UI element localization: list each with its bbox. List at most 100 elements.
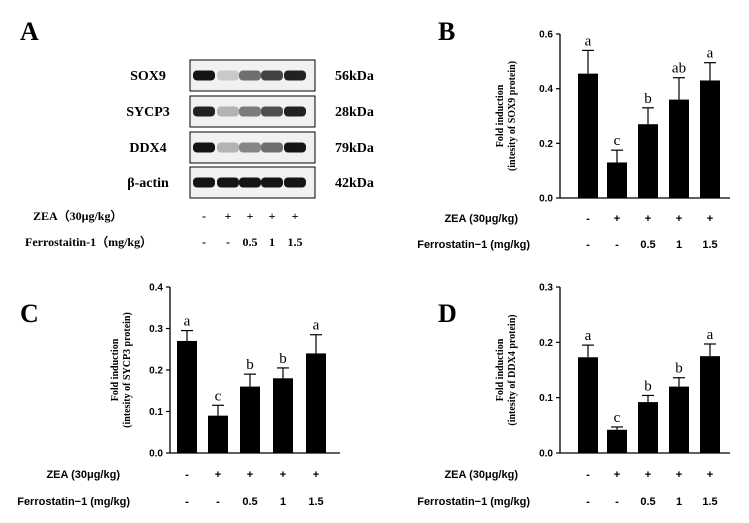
bar <box>700 356 720 453</box>
panel-a-zea-value: + <box>269 209 276 223</box>
panel-a-ferrostatin-value: 1.5 <box>288 235 303 249</box>
zea-value: - <box>586 213 590 225</box>
bar <box>273 378 293 453</box>
zea-value: - <box>586 469 590 481</box>
ferrostatin-value: 0.5 <box>242 496 257 508</box>
blot-4: β-actin 42kDa <box>127 166 374 199</box>
blot-band <box>193 70 215 81</box>
zea-value: + <box>707 213 713 225</box>
bar <box>306 353 326 453</box>
significance-letter: c <box>215 388 222 404</box>
ferrostatin-value: 1.5 <box>702 239 717 251</box>
significance-letter: b <box>279 351 287 367</box>
zea-label: ZEA (30μg/kg) <box>444 213 518 225</box>
blot-band <box>261 70 283 81</box>
panel-a-ferrostatin-value: - <box>226 235 230 249</box>
bar <box>669 386 689 453</box>
panel-d-letter: D <box>438 299 457 328</box>
blot-1: SOX9 56kDa <box>130 59 374 92</box>
y-tick-label: 0.6 <box>539 30 553 41</box>
zea-value: + <box>676 469 682 481</box>
blot-band <box>284 177 306 188</box>
blot-kda: 56kDa <box>335 69 374 84</box>
panel-a-ferrostatin-value: 1 <box>269 235 275 249</box>
significance-letter: a <box>313 318 320 334</box>
significance-letter: a <box>707 327 714 343</box>
blot-kda: 79kDa <box>335 141 374 156</box>
panel-a-zea-value: + <box>292 209 299 223</box>
panel-a-zea-value: + <box>247 209 254 223</box>
ferrostatin-value: 1 <box>280 496 286 508</box>
zea-value: + <box>247 469 253 481</box>
y-axis-label: (intesity of DDX4 protein) <box>507 314 518 425</box>
blot-kda: 42kDa <box>335 176 374 191</box>
blot-label: DDX4 <box>129 141 166 156</box>
panel-a-letter: A <box>20 17 39 46</box>
y-tick-label: 0.0 <box>539 194 553 205</box>
blot-band <box>239 70 261 81</box>
blot-band <box>217 177 239 188</box>
zea-value: + <box>645 213 651 225</box>
ferrostatin-value: 1 <box>676 496 682 508</box>
ferrostatin-label: Ferrostatin−1 (mg/kg) <box>17 496 130 508</box>
blot-band <box>239 142 261 153</box>
zea-value: + <box>645 469 651 481</box>
blot-label: SOX9 <box>130 69 166 84</box>
ferrostatin-value: - <box>615 239 619 251</box>
panel-c-letter: C <box>20 299 39 328</box>
ferrostatin-label: Ferrostatin−1 (mg/kg) <box>417 239 530 251</box>
panel-a-zea-value: - <box>202 209 206 223</box>
panel-a-ferrostatin-label: Ferrostaitin-1（mg/kg） <box>25 234 152 249</box>
significance-letter: a <box>707 46 714 62</box>
zea-value: - <box>185 469 189 481</box>
blot-band <box>193 142 215 153</box>
panel-a-zea-label: ZEA（30μg/kg） <box>33 208 123 223</box>
ferrostatin-value: - <box>216 496 220 508</box>
significance-letter: c <box>614 133 621 149</box>
significance-letter: b <box>246 357 254 373</box>
blot-band <box>193 177 215 188</box>
blot-band <box>193 106 215 117</box>
bar <box>607 162 627 198</box>
western-blots: SOX9 56kDa SYCP3 28kDa DDX4 79kDa β-actin 42kDa <box>126 59 374 199</box>
blot-2: SYCP3 28kDa <box>126 95 374 128</box>
panel-a-ferrostatin-value: 0.5 <box>243 235 258 249</box>
panel-a-zea-value: + <box>225 209 232 223</box>
zea-value: + <box>614 469 620 481</box>
bar <box>208 415 228 453</box>
ferrostatin-value: 1.5 <box>702 496 717 508</box>
ferrostatin-value: - <box>615 496 619 508</box>
ferrostatin-value: 1.5 <box>308 496 323 508</box>
bar <box>578 357 598 453</box>
y-tick-label: 0.1 <box>149 407 163 418</box>
y-tick-label: 0.2 <box>539 338 553 349</box>
y-axis-label: Fold induction <box>110 338 121 401</box>
ferrostatin-value: 0.5 <box>640 496 655 508</box>
panel-a-ferrostatin-value: - <box>202 235 206 249</box>
blot-3: DDX4 79kDa <box>129 131 374 164</box>
panel-a-conditions: - + + + +- -0.5 1 1.5 <box>202 209 303 249</box>
y-axis-label: Fold induction <box>495 338 506 401</box>
y-tick-label: 0.0 <box>539 449 553 460</box>
zea-value: + <box>215 469 221 481</box>
panel-b: B 0.0 0.2 0.4 0.6 Fold induction (intesity of… <box>417 17 730 251</box>
panel-a: A SOX9 56kDa SYCP3 28kDa DDX4 79kDa β-actin 42k… <box>20 17 374 249</box>
blot-band <box>261 106 283 117</box>
zea-value: + <box>313 469 319 481</box>
y-axis-label: (intesity of SYCP3 protein) <box>122 312 133 428</box>
bar <box>638 124 658 198</box>
y-tick-label: 0.2 <box>539 139 553 150</box>
panel-c: C 0.0 0.1 0.2 0.3 0.4 Fold induction (intesity… <box>17 283 340 508</box>
y-tick-label: 0.2 <box>149 366 163 377</box>
blot-band <box>217 106 239 117</box>
panel-b-letter: B <box>438 17 455 46</box>
blot-label: SYCP3 <box>126 105 170 120</box>
blot-band <box>217 70 239 81</box>
blot-band <box>284 70 306 81</box>
significance-letter: b <box>675 361 683 377</box>
blot-band <box>217 142 239 153</box>
zea-value: + <box>614 213 620 225</box>
significance-letter: b <box>644 378 652 394</box>
blot-band <box>261 142 283 153</box>
